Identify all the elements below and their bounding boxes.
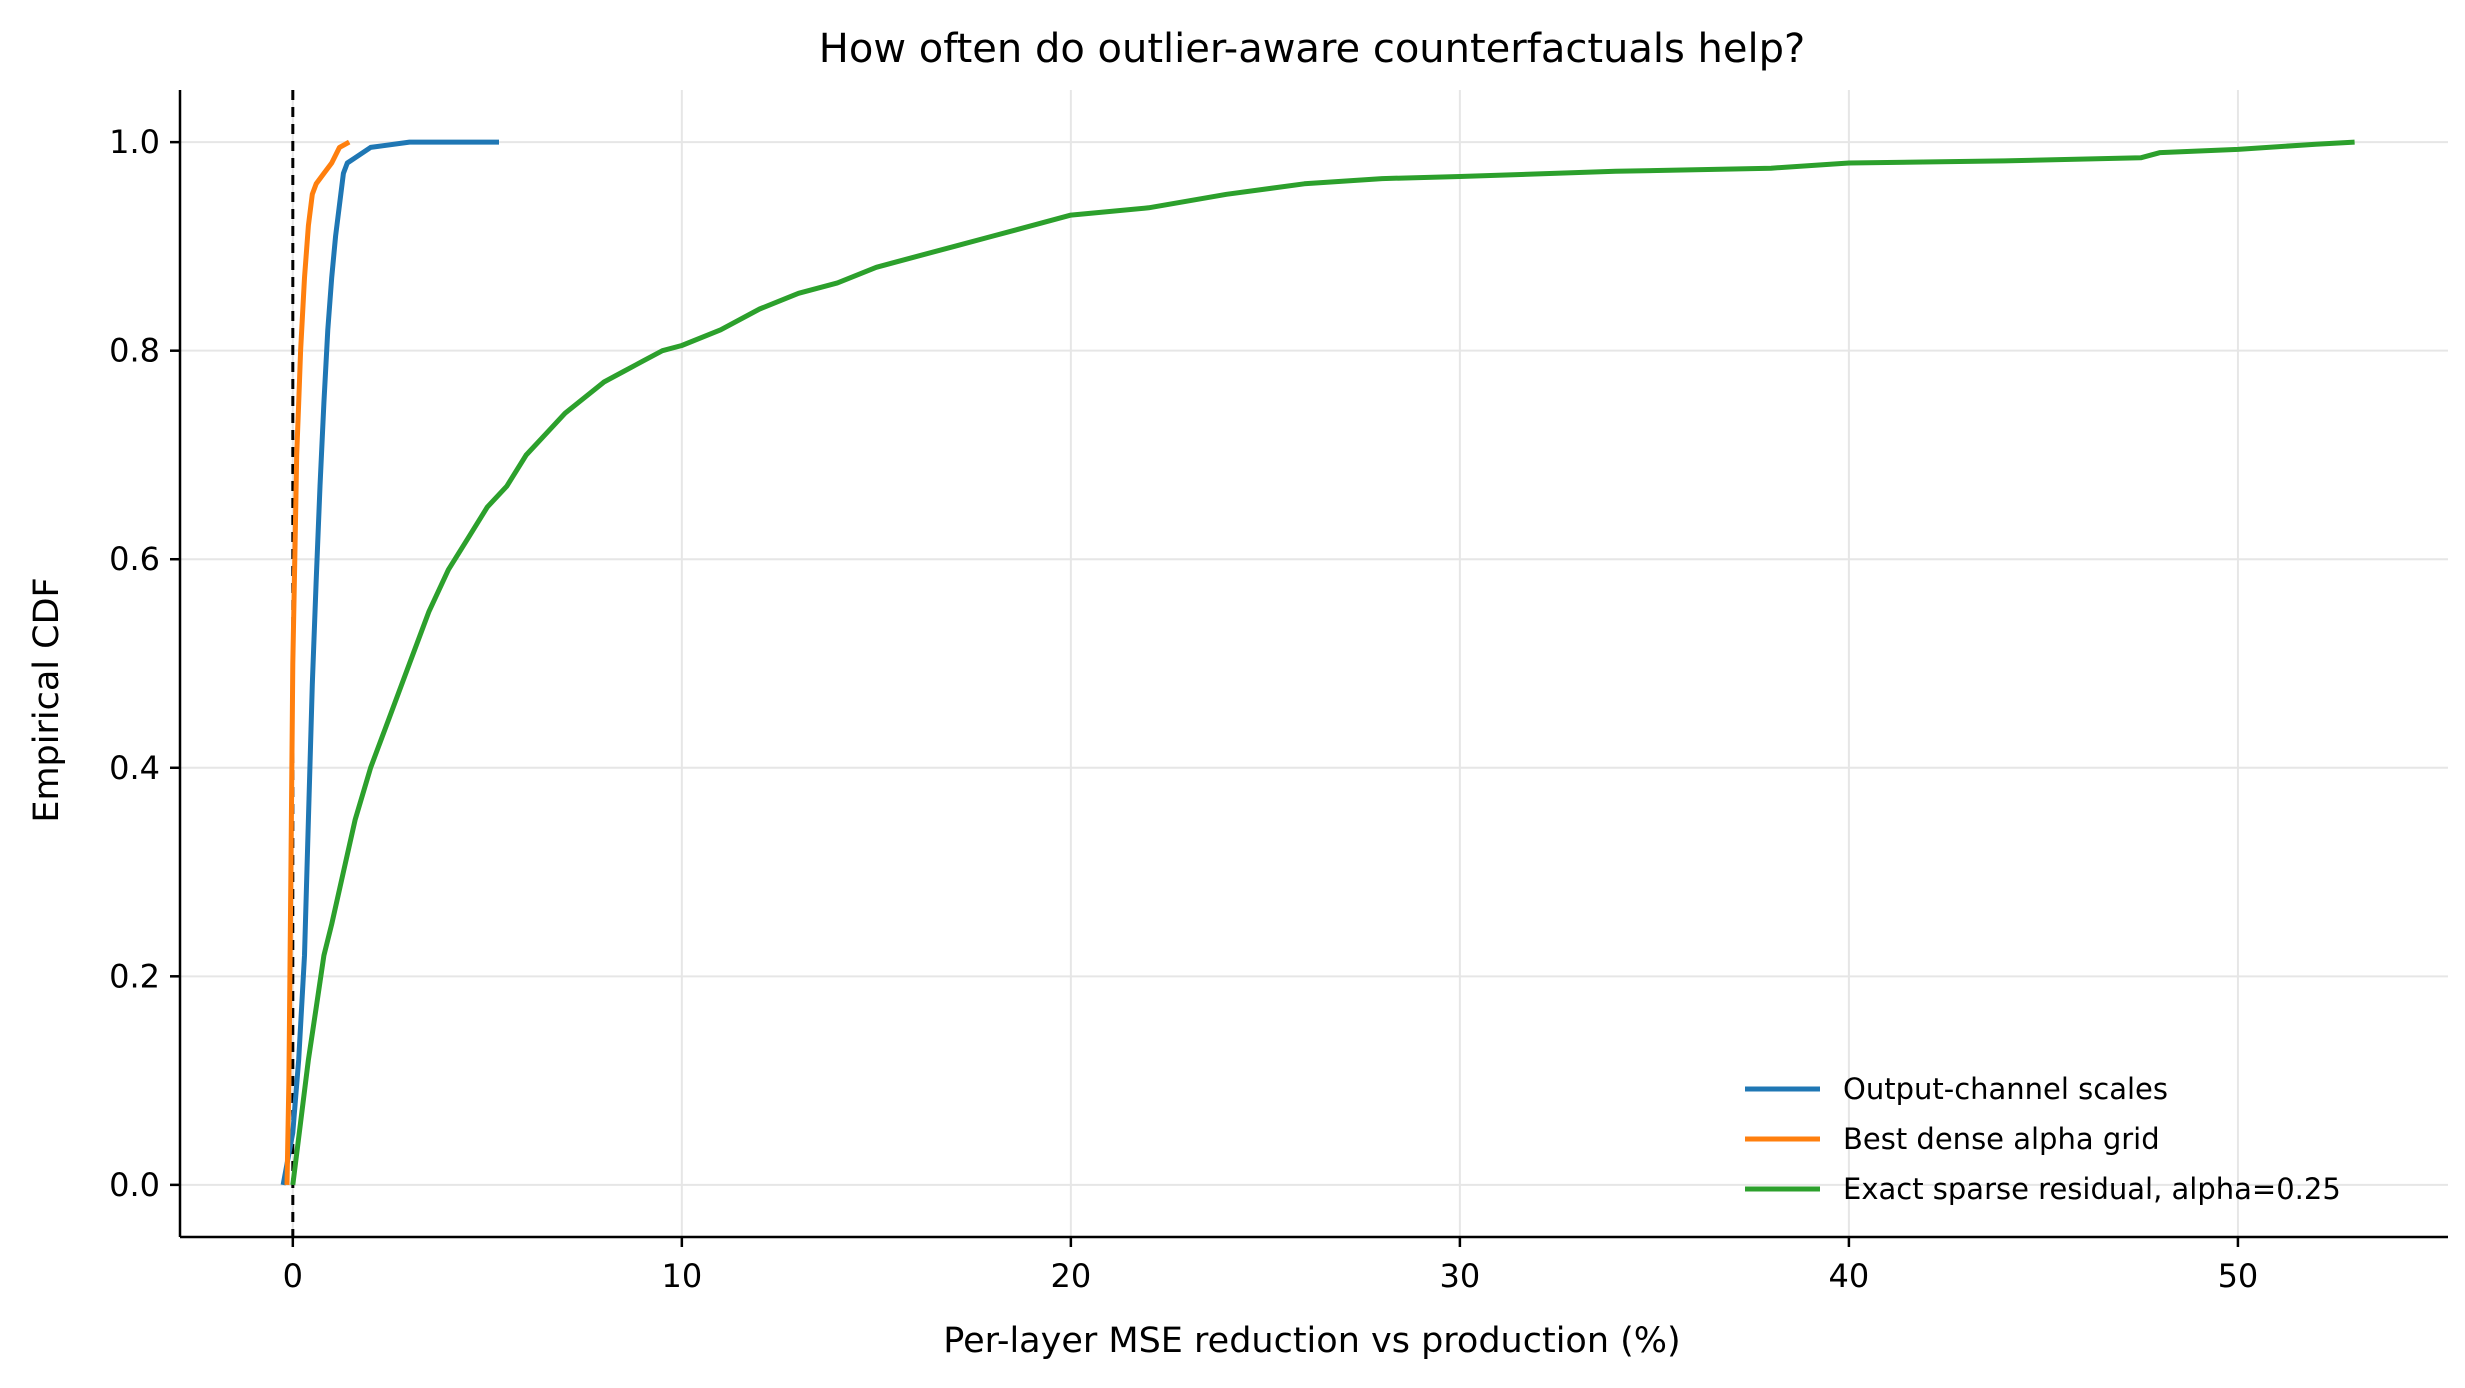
legend: Output-channel scales Best dense alpha gr… (1745, 1072, 2341, 1206)
series-line-0 (280, 139, 499, 1186)
x-axis-label: Per-layer MSE reduction vs production (%… (943, 1321, 1680, 1361)
series-group (280, 139, 2355, 1186)
y-tick-label: 0.6 (109, 540, 160, 578)
grid-lines (180, 90, 2448, 1237)
series-line-2 (290, 139, 2355, 1186)
x-tick-label: 10 (661, 1257, 702, 1295)
legend-label-2: Exact sparse residual, alpha=0.25 (1843, 1172, 2341, 1206)
y-tick-label: 0.0 (109, 1166, 160, 1204)
y-axis-label: Empirical CDF (27, 577, 67, 822)
legend-label-1: Best dense alpha grid (1843, 1122, 2160, 1156)
axes-group: 0 10 20 30 40 50 0.0 0.2 0.4 0.6 0.8 1.0 (109, 90, 2448, 1295)
x-tick-label: 20 (1051, 1257, 1092, 1295)
x-tick-label: 0 (283, 1257, 303, 1295)
y-tick-label: 0.8 (109, 332, 160, 370)
y-tick-label: 0.4 (109, 749, 160, 787)
x-tick-label: 30 (1440, 1257, 1481, 1295)
series-line-1 (284, 139, 351, 1185)
legend-label-0: Output-channel scales (1843, 1072, 2168, 1106)
y-tick-label: 1.0 (109, 123, 160, 161)
x-tick-label: 50 (2218, 1257, 2259, 1295)
x-tick-label: 40 (1829, 1257, 1870, 1295)
chart-title: How often do outlier-aware counterfactua… (819, 26, 1805, 72)
y-tick-label: 0.2 (109, 957, 160, 995)
